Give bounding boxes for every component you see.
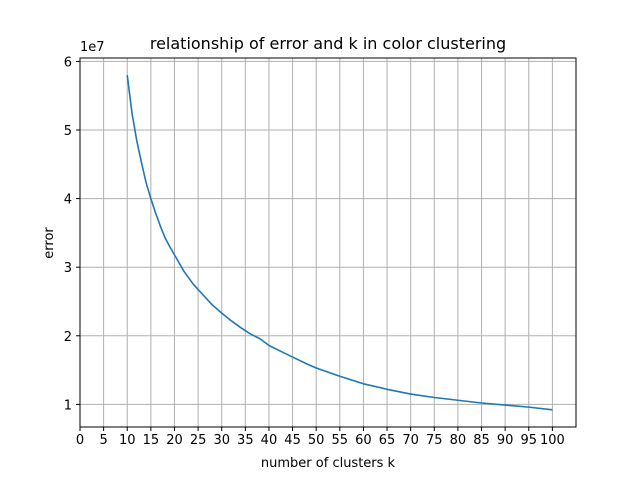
- x-tick-label: 15: [143, 433, 160, 448]
- x-tick-label: 45: [284, 433, 301, 448]
- y-tick-label: 1: [64, 398, 72, 413]
- x-tick-label: 85: [473, 433, 490, 448]
- x-tick-label: 65: [379, 433, 396, 448]
- x-tick-label: 20: [166, 433, 183, 448]
- y-tick-label: 2: [64, 330, 72, 345]
- x-tick-label: 60: [355, 433, 372, 448]
- x-tick-label: 5: [99, 433, 107, 448]
- y-offset-text: 1e7: [80, 40, 105, 55]
- x-tick-label: 55: [332, 433, 349, 448]
- x-tick-label: 10: [119, 433, 136, 448]
- y-tick-label: 6: [64, 55, 72, 70]
- y-tick-label: 5: [64, 124, 72, 139]
- y-axis-label: error: [42, 227, 57, 259]
- x-tick-label: 70: [402, 433, 419, 448]
- x-tick-label: 30: [213, 433, 230, 448]
- x-tick-label: 35: [237, 433, 254, 448]
- y-tick-label: 4: [64, 193, 72, 208]
- x-tick-label: 0: [76, 433, 84, 448]
- x-axis-label: number of clusters k: [261, 456, 396, 471]
- x-axis-ticks: 0 5 10 15 20 25 30 35 40 45 50 55 60 65 70 75 80 85 90 95 10…: [76, 427, 565, 448]
- x-tick-label: 95: [520, 433, 537, 448]
- y-axis-ticks: 1 2 3 4 5 6: [64, 55, 80, 413]
- chart-title: relationship of error and k in color clu…: [150, 34, 506, 53]
- x-tick-label: 75: [426, 433, 443, 448]
- x-tick-label: 100: [540, 433, 565, 448]
- series-layer: [126, 75, 553, 411]
- x-tick-label: 50: [308, 433, 325, 448]
- series-line: [126, 75, 553, 411]
- x-tick-label: 25: [190, 433, 207, 448]
- y-tick-label: 3: [64, 261, 72, 276]
- axes-frame: [79, 57, 577, 428]
- x-tick-label: 80: [450, 433, 467, 448]
- x-tick-label: 40: [261, 433, 278, 448]
- x-tick-label: 90: [497, 433, 514, 448]
